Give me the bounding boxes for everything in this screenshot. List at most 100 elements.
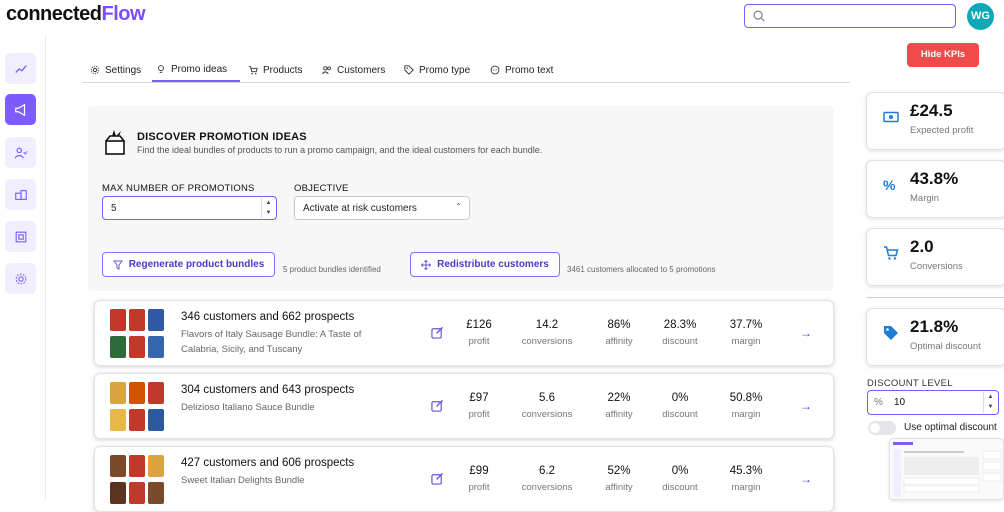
profit-value: £126 [466,319,492,331]
metric-conversions: 14.2 conversions [507,319,587,347]
product-thumbnail [110,455,126,477]
metric-profit: £126 profit [439,319,519,347]
sidebar-item-customers[interactable] [5,137,36,168]
kpi-label: Expected profit [910,125,974,136]
bundle-card[interactable]: 427 customers and 606 prospects Sweet It… [94,446,834,512]
logo-connected: connected [6,3,102,25]
redistribute-customers-button[interactable]: Redistribute customers [410,252,560,277]
objective-select[interactable]: Activate at risk customers ⌃ [294,196,470,220]
discount-value: 0% [671,465,689,477]
profit-value: £99 [469,465,489,477]
conversions-label: conversions [521,409,573,420]
users-icon [14,147,28,158]
profit-value: £97 [469,392,489,404]
tab-promo-type[interactable]: Promo type [400,58,474,82]
metric-profit: £99 profit [439,465,519,493]
screen-preview-thumbnail[interactable] [889,438,1004,500]
tab-promo-ideas[interactable]: Promo ideas [152,58,240,82]
search-icon [753,10,765,22]
metric-margin: 50.8% margin [706,392,786,420]
bundle-title: 346 customers and 662 prospects [181,311,355,323]
metric-conversions: 6.2 conversions [507,465,587,493]
arrow-right-icon[interactable]: → [800,472,812,486]
preview-image [890,439,1003,499]
tag-icon [884,326,898,340]
margin-label: margin [731,409,761,420]
kpi-divider [866,297,1004,298]
discount-value: 0% [671,392,689,404]
stepper-arrows-icon[interactable]: ▲ ▼ [261,198,275,218]
max-promotions-input[interactable]: 5 ▲ ▼ [102,196,277,220]
conversions-label: conversions [521,482,573,493]
bundle-card[interactable]: 346 customers and 662 prospects Flavors … [94,300,834,366]
margin-label: margin [731,482,761,493]
affinity-label: affinity [605,336,633,347]
margin-label: margin [731,336,761,347]
affinity-value: 52% [607,465,631,477]
metric-profit: £97 profit [439,392,519,420]
search-input[interactable] [744,4,956,28]
top-bar: connectedFlow WG [0,0,1004,34]
logo-flow: Flow [101,3,146,25]
chat-icon [490,65,500,75]
kpi-label: Optimal discount [910,341,981,352]
conversions-value: 14.2 [535,319,559,331]
sidebar-item-analytics[interactable] [5,53,36,84]
product-thumbnail [148,481,164,504]
product-thumbnail [110,335,126,358]
product-thumbnail [129,382,145,404]
conversions-value: 6.2 [539,465,555,477]
product-thumbnail [129,335,145,358]
kpi-label: Conversions [910,261,963,272]
chevron-updown-icon: ⌃ [455,202,462,211]
product-thumbnail [148,335,164,358]
discount-level-input[interactable]: % 10 ▲ ▼ [867,390,999,415]
hide-kpis-button[interactable]: Hide KPIs [907,43,979,67]
tab-customers[interactable]: Customers [318,58,389,82]
product-thumbnail [148,455,164,477]
sidebar-item-products[interactable] [5,179,36,210]
tag-icon [404,65,414,75]
edit-icon[interactable] [431,472,444,485]
affinity-label: affinity [605,482,633,493]
stepper-arrows-icon[interactable]: ▲ ▼ [983,392,997,413]
product-thumbnail [148,408,164,431]
sidebar-item-campaigns[interactable] [5,221,36,252]
arrow-right-icon[interactable]: → [800,399,812,413]
tab-products-label: Products [263,64,303,76]
metric-affinity: 86% affinity [579,319,659,347]
money-icon [883,111,899,123]
sidebar-item-settings[interactable] [5,263,36,294]
sidebar-item-promotions[interactable] [5,94,36,125]
edit-icon[interactable] [431,399,444,412]
product-thumbnail [110,408,126,431]
discount-level-label: DISCOUNT LEVEL [867,378,953,389]
product-thumbnail [129,481,145,504]
affinity-value: 22% [607,392,631,404]
metric-discount: 0% discount [640,392,720,420]
avatar[interactable]: WG [967,3,994,30]
arrow-right-icon[interactable]: → [800,326,812,340]
tab-promo-text[interactable]: Promo text [486,58,557,82]
regenerate-bundles-button[interactable]: Regenerate product bundles [102,252,275,277]
kpi-margin: % 43.8% Margin [866,160,1004,218]
kpi-value: 2.0 [910,237,934,256]
kpi-value: 43.8% [910,169,959,188]
bundle-card[interactable]: 304 customers and 643 prospects Delizios… [94,373,834,439]
product-thumbnail [129,455,145,477]
tab-promo-type-label: Promo type [419,64,471,76]
tab-settings[interactable]: Settings [86,58,145,82]
tab-products[interactable]: Products [244,58,306,82]
discover-title: DISCOVER PROMOTION IDEAS [137,131,307,143]
bundle-product-images [110,455,164,505]
metric-conversions: 5.6 conversions [507,392,587,420]
edit-icon[interactable] [431,326,444,339]
metric-discount: 0% discount [640,465,720,493]
optimal-discount-toggle[interactable] [868,421,896,435]
app-logo[interactable]: connectedFlow [6,3,146,26]
kpi-label: Margin [910,193,940,204]
tab-customers-label: Customers [337,64,386,76]
objective-value: Activate at risk customers [303,203,417,214]
discount-label: discount [662,482,698,493]
bundle-title: 304 customers and 643 prospects [181,384,355,396]
